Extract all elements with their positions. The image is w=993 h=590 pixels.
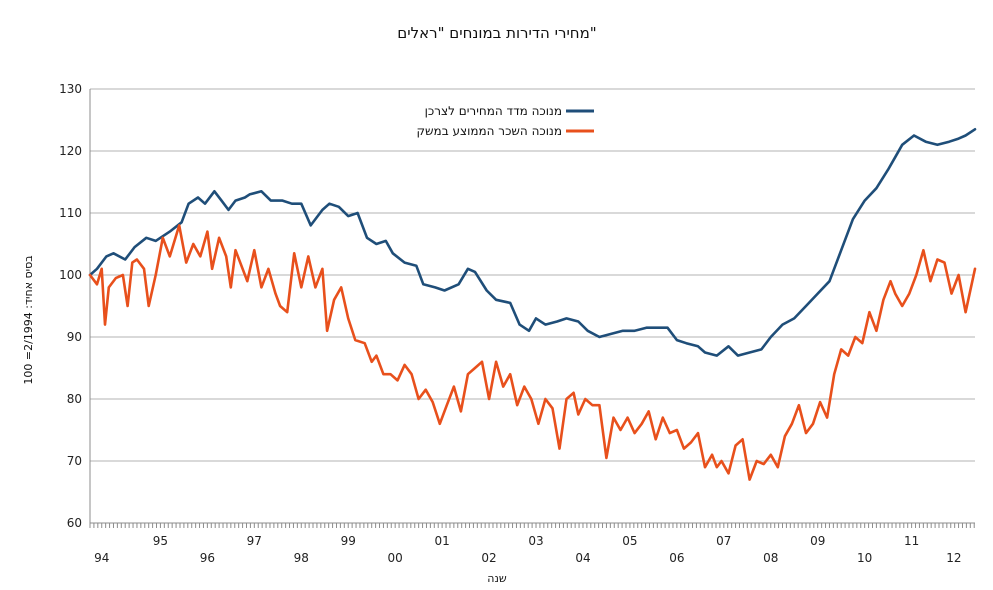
x-tick-label: 07 (716, 534, 731, 548)
y-tick-label: 80 (67, 392, 82, 406)
x-tick-label: 94 (94, 551, 109, 565)
x-tick-label: 98 (294, 551, 309, 565)
x-tick-label: 10 (857, 551, 872, 565)
x-tick-label: 03 (528, 534, 543, 548)
series-lines (88, 128, 977, 481)
chart-title: מחירי הדירות במונחים "ראלים" (397, 24, 596, 42)
axes: 60 70 80 90 100 110 120 130 95 97 99 01 03 05 07 09 11 94… (59, 82, 975, 565)
legend: מנוכה מדד המחירים לצרכן מנוכה השכר הממוצ… (417, 104, 594, 138)
x-axis-title: שנה (487, 572, 507, 585)
series-line-wage (88, 224, 977, 481)
y-tick-label: 110 (59, 206, 82, 220)
series-line-cpi (88, 128, 977, 357)
y-tick-label: 120 (59, 144, 82, 158)
x-tick-label: 97 (247, 534, 262, 548)
x-tick-label: 11 (904, 534, 919, 548)
y-tick-label: 130 (59, 82, 82, 96)
y-axis-title: בסיס אחיד: 2/1994= 100 (22, 255, 35, 384)
y-tick-label: 100 (59, 268, 82, 282)
x-tick-label: 12 (946, 551, 961, 565)
x-tick-label: 05 (622, 534, 637, 548)
y-tick-label: 60 (67, 516, 82, 530)
legend-label-cpi: מנוכה מדד המחירים לצרכן (425, 104, 562, 118)
legend-label-wage: מנוכה השכר הממוצע במשק (417, 124, 562, 138)
x-tick-label: 06 (669, 551, 684, 565)
x-tick-label: 04 (575, 551, 590, 565)
x-tick-label: 99 (341, 534, 356, 548)
y-tick-label: 90 (67, 330, 82, 344)
y-tick-label: 70 (67, 454, 82, 468)
x-tick-label: 00 (388, 551, 403, 565)
gridlines (90, 88, 975, 524)
x-tick-label: 96 (200, 551, 215, 565)
x-tick-label: 02 (481, 551, 496, 565)
x-tick-label: 95 (153, 534, 168, 548)
x-tick-label: 08 (763, 551, 778, 565)
x-tick-label: 09 (810, 534, 825, 548)
x-tick-label: 01 (434, 534, 449, 548)
